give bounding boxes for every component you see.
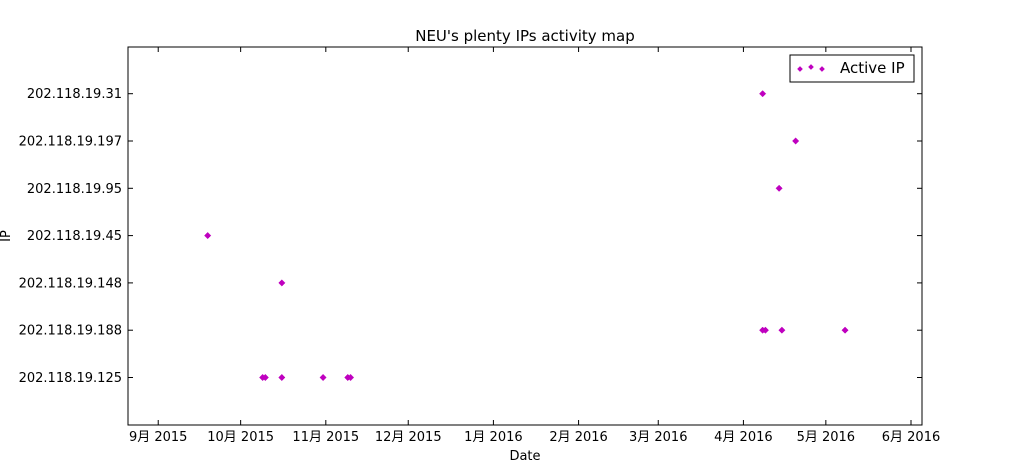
legend-marker (819, 66, 825, 72)
data-point (841, 326, 849, 334)
legend-marker-group (797, 64, 825, 72)
x-tick-label: 11月 2015 (292, 430, 359, 445)
y-tick-label: 202.118.19.188 (19, 324, 122, 339)
x-axis-ticks: 9月 2015 10月 2015 11月 2015 12月 2015 1月 2016 2月… (129, 47, 940, 445)
y-tick-label: 202.118.19.31 (27, 87, 122, 102)
y-tick-label: 202.118.19.197 (19, 135, 122, 150)
legend-marker (808, 64, 814, 70)
x-tick-label: 3月 2016 (629, 430, 688, 445)
x-tick-label: 2月 2016 (549, 430, 608, 445)
x-tick-label: 6月 2016 (882, 430, 941, 445)
x-tick-label: 12月 2015 (375, 430, 442, 445)
x-tick-label: 10月 2015 (207, 430, 274, 445)
y-axis-ticks: 202.118.19.125 202.118.19.188 202.118.19.1… (19, 87, 922, 386)
y-axis-label: IP (0, 230, 14, 242)
chart-title: NEU's plenty IPs activity map (415, 27, 635, 45)
data-point (759, 90, 767, 98)
data-point (319, 373, 327, 382)
x-tick-label: 1月 2016 (464, 430, 523, 445)
x-tick-label: 4月 2016 (714, 430, 773, 445)
data-point (792, 137, 800, 145)
x-axis-label: Date (509, 449, 540, 464)
data-point (278, 373, 286, 382)
x-tick-label: 5月 2016 (797, 430, 856, 445)
y-tick-label: 202.118.19.45 (27, 229, 122, 244)
x-tick-label: 9月 2015 (129, 430, 188, 445)
y-tick-label: 202.118.19.95 (27, 182, 122, 197)
y-tick-label: 202.118.19.125 (19, 371, 122, 386)
plot-frame (127, 46, 923, 426)
data-point (346, 373, 355, 382)
data-point (775, 184, 783, 192)
data-point (261, 373, 269, 382)
data-point (761, 326, 769, 334)
legend-marker (797, 66, 803, 72)
y-tick-label: 202.118.19.148 (19, 276, 122, 291)
legend-label: Active IP (840, 59, 905, 77)
legend: Active IP (789, 54, 915, 83)
data-points (204, 90, 849, 382)
data-point (778, 326, 786, 334)
data-point (278, 279, 286, 287)
data-point (204, 232, 212, 240)
